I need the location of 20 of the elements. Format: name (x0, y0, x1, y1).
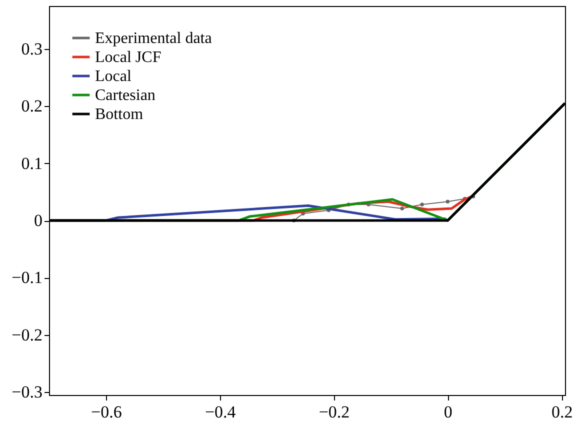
y-tick-label: 0.3 (21, 39, 42, 58)
point (420, 202, 424, 206)
point (400, 206, 404, 210)
legend-label: Local JCF (95, 49, 162, 66)
legend-label: Cartesian (95, 87, 156, 104)
legend-label: Local (95, 68, 132, 85)
legend-label: Bottom (95, 106, 144, 123)
y-tick-label: 0.2 (21, 96, 42, 116)
x-tick-label: −0.2 (318, 402, 350, 421)
x-tick-label: 0.2 (551, 402, 573, 421)
y-tick-label: 0.1 (21, 154, 42, 173)
y-tick-label: 0 (34, 211, 42, 230)
y-tick-label: −0.2 (12, 325, 42, 344)
x-tick-label: 0 (444, 402, 452, 421)
x-tick-label: −0.4 (204, 402, 236, 421)
point (446, 200, 450, 204)
y-tick-label: −0.1 (12, 268, 42, 288)
x-tick-label: −0.6 (91, 402, 122, 421)
y-tick-label: −0.3 (12, 382, 42, 402)
legend-label: Experimental data (95, 30, 212, 47)
